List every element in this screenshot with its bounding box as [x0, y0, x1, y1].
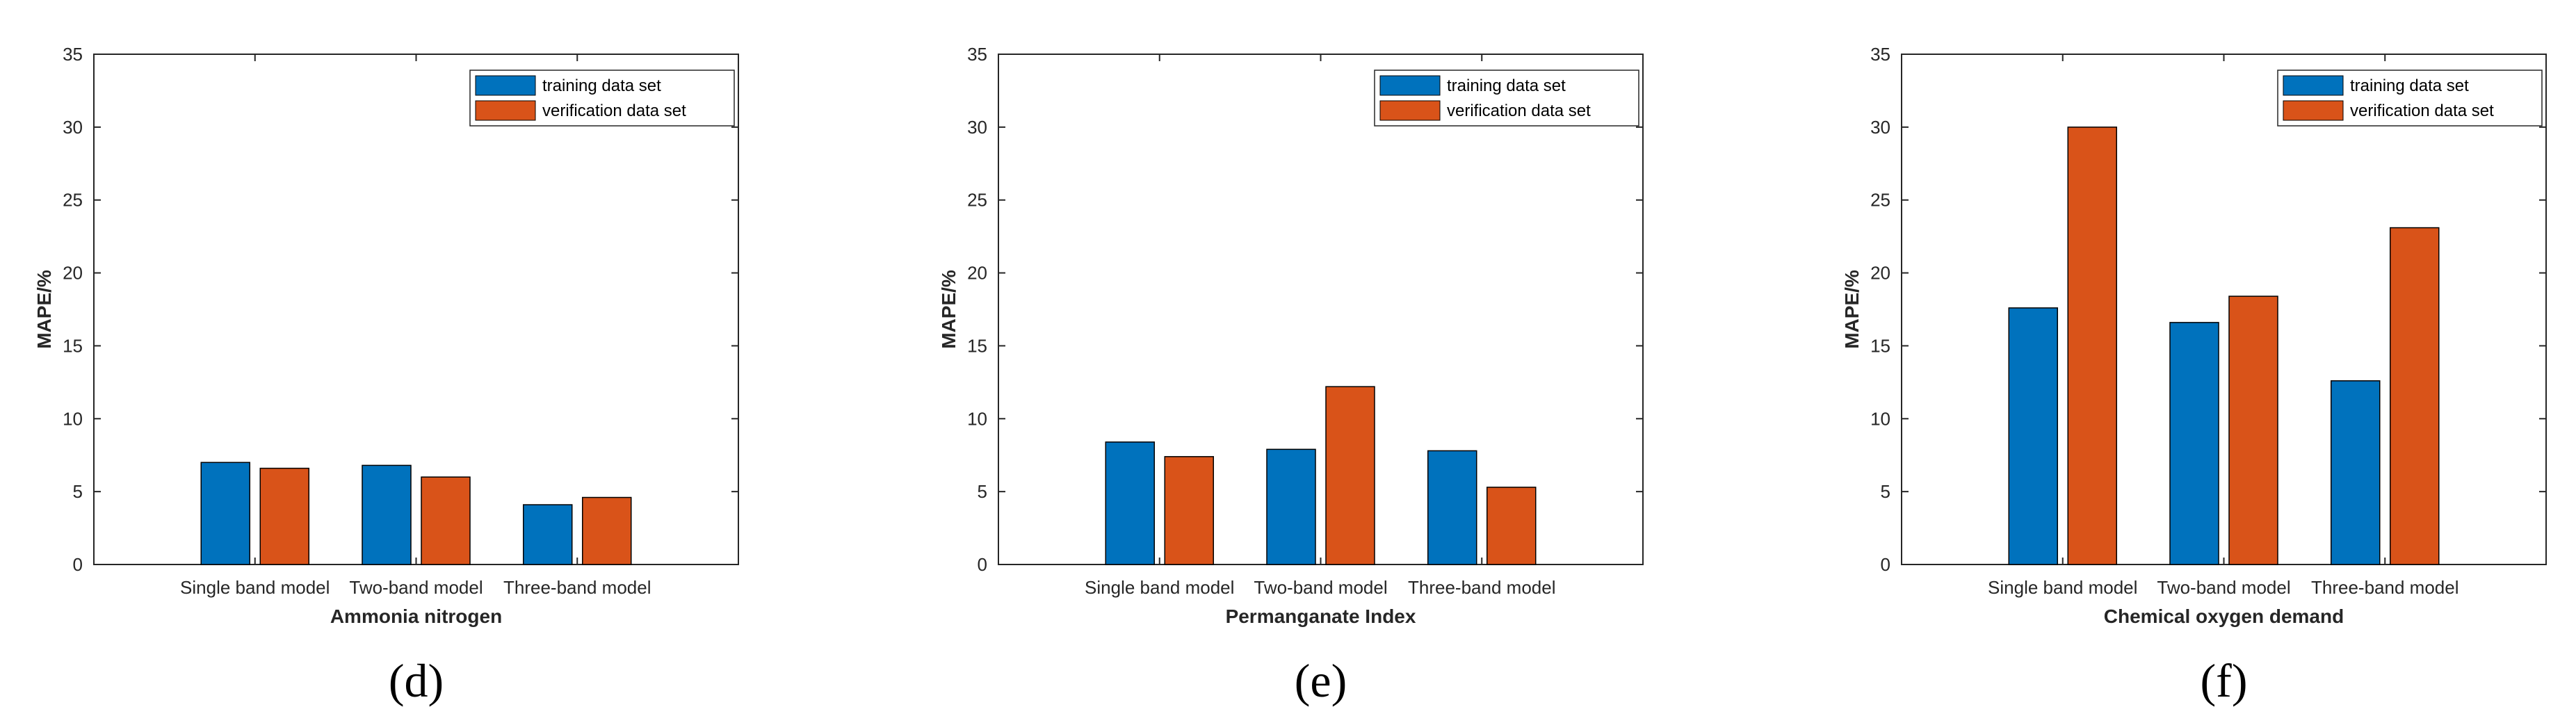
bar-training [2169, 322, 2219, 565]
panel-label: (d) [389, 654, 444, 707]
legend-label: verification data set [1447, 101, 1591, 120]
y-tick-label: 15 [63, 335, 83, 356]
y-tick-label: 30 [63, 117, 83, 138]
y-tick-label: 20 [63, 263, 83, 284]
bar-verification [1164, 456, 1214, 565]
bar-verification [582, 496, 632, 565]
bar-verification [2228, 295, 2278, 565]
bar-verification [259, 467, 309, 565]
y-tick-label: 5 [978, 481, 987, 502]
y-tick-label: 20 [967, 263, 987, 284]
y-tick-label: 10 [1870, 408, 1890, 429]
bar-verification [421, 476, 471, 565]
x-tick-label: Single band model [1085, 577, 1234, 598]
plot-area-frame [1901, 54, 2547, 565]
bar-training [1105, 441, 1155, 565]
legend-label: training data set [542, 76, 661, 95]
legend-swatch [475, 100, 536, 121]
y-tick-label: 10 [63, 408, 83, 429]
x-tick-label: Two-band model [349, 577, 483, 598]
y-tick-label: 35 [967, 44, 987, 65]
y-tick-label: 0 [978, 554, 987, 575]
y-tick-label: 35 [1870, 44, 1890, 65]
legend-swatch [2283, 100, 2344, 121]
y-tick-label: 25 [1870, 190, 1890, 211]
y-tick-label: 25 [967, 190, 987, 211]
chart-panel-1: 0 5 10 15 20 25 30 35 MAPE/% Single band model Two… [33, 44, 739, 707]
y-tick-label: 15 [1870, 335, 1890, 356]
y-tick-label: 35 [63, 44, 83, 65]
x-axis-label: Chemical oxygen demand [2104, 606, 2344, 627]
y-tick-label: 0 [73, 554, 83, 575]
y-tick-label: 10 [967, 408, 987, 429]
x-axis-label: Ammonia nitrogen [330, 606, 502, 627]
plot-area-frame [93, 54, 739, 565]
chart-panel-3: 0 5 10 15 20 25 30 35 MAPE/% Single band model Two… [1841, 44, 2547, 707]
legend-swatch [475, 75, 536, 96]
legend: training data set verification data set [469, 70, 735, 127]
y-tick-label: 0 [1881, 554, 1890, 575]
legend: training data set verification data set [1374, 70, 1639, 127]
x-axis-label: Permanganate Index [1226, 606, 1416, 627]
y-tick-label: 30 [967, 117, 987, 138]
legend-swatch [1379, 100, 1441, 121]
x-tick-label: Single band model [180, 577, 330, 598]
legend: training data set verification data set [2277, 70, 2543, 127]
bar-training [1427, 450, 1477, 565]
y-tick-label: 20 [1870, 263, 1890, 284]
legend-label: training data set [2350, 76, 2469, 95]
x-tick-label: Three-band model [2311, 577, 2458, 598]
legend-label: verification data set [542, 101, 686, 120]
bar-training [1266, 448, 1316, 565]
y-tick-label: 25 [63, 190, 83, 211]
legend-swatch [1379, 75, 1441, 96]
bar-training [362, 464, 412, 565]
y-tick-label: 30 [1870, 117, 1890, 138]
y-tick-label: 5 [73, 481, 83, 502]
y-tick-label: 15 [967, 335, 987, 356]
panel-label: (f) [2201, 654, 2248, 707]
x-tick-label: Two-band model [2157, 577, 2290, 598]
y-tick-label: 5 [1881, 481, 1890, 502]
bar-verification [2390, 227, 2440, 565]
x-tick-label: Three-band model [503, 577, 651, 598]
bar-verification [1325, 386, 1375, 565]
bar-training [2008, 307, 2058, 565]
y-axis-label: MAPE/% [33, 270, 55, 349]
y-axis-label: MAPE/% [1841, 270, 1863, 349]
x-tick-label: Three-band model [1408, 577, 1555, 598]
x-tick-label: Single band model [1988, 577, 2137, 598]
plot-area-frame [998, 54, 1644, 565]
bar-training [2331, 380, 2381, 565]
legend-label: verification data set [2350, 101, 2494, 120]
bar-training [200, 462, 250, 565]
chart-panel-2: 0 5 10 15 20 25 30 35 MAPE/% Single band model Two… [938, 44, 1644, 707]
legend-swatch [2283, 75, 2344, 96]
y-axis-label: MAPE/% [938, 270, 959, 349]
x-tick-label: Two-band model [1254, 577, 1387, 598]
panel-label: (e) [1295, 654, 1347, 707]
bar-training [523, 504, 573, 565]
bar-verification [2067, 127, 2117, 565]
bar-verification [1487, 487, 1537, 565]
legend-label: training data set [1447, 76, 1566, 95]
